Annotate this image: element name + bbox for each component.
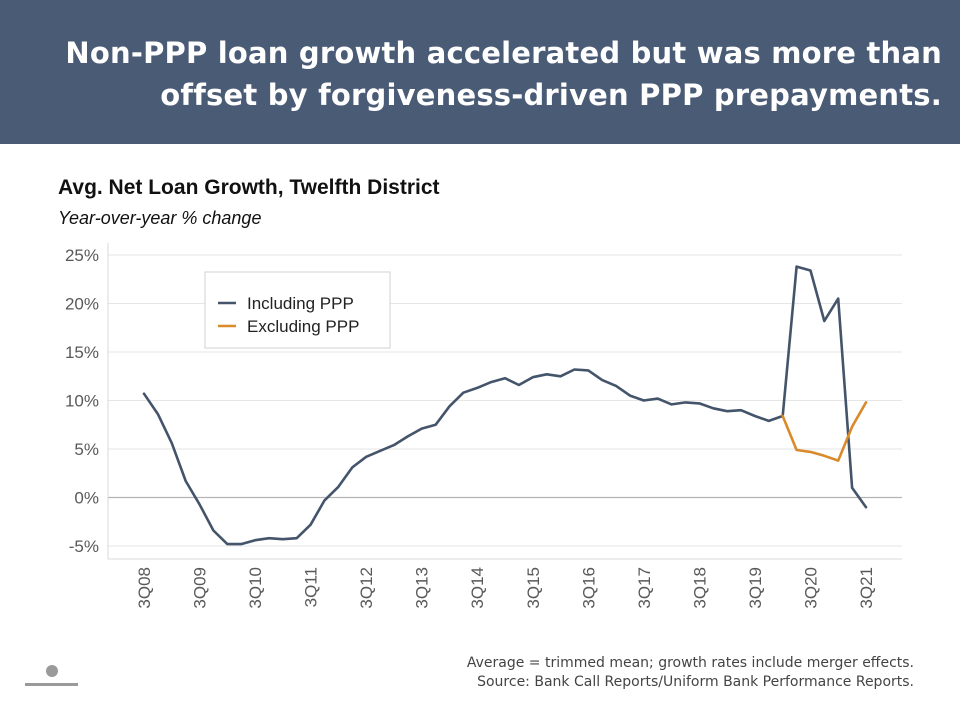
y-tick-label: 5% (74, 440, 99, 459)
y-tick-label: -5% (69, 537, 99, 556)
x-tick-label: 3Q10 (246, 567, 265, 609)
x-tick-label: 3Q21 (857, 567, 876, 609)
x-tick-label: 3Q11 (302, 567, 321, 607)
logo-bar-icon (25, 683, 78, 686)
series-line (142, 265, 868, 546)
y-tick-label: 25% (65, 246, 99, 265)
x-tick-label: 3Q16 (579, 567, 598, 609)
x-tick-label: 3Q15 (524, 567, 543, 609)
x-tick-label: 3Q08 (135, 567, 154, 609)
series-line (781, 401, 868, 462)
slide-title: Non-PPP loan growth accelerated but was … (65, 36, 942, 112)
legend-label: Excluding PPP (247, 317, 359, 336)
title-banner: Non-PPP loan growth accelerated but was … (0, 0, 960, 144)
y-tick-label: 10% (65, 392, 99, 411)
y-tick-label: 15% (65, 343, 99, 362)
legend: Including PPP Excluding PPP (204, 271, 391, 349)
logo-dot-icon (46, 665, 58, 677)
legend-box (204, 271, 391, 349)
x-tick-label: 3Q17 (635, 567, 654, 609)
x-tick-label: 3Q20 (801, 567, 820, 609)
chart-subtitle: Year-over-year % change (58, 208, 262, 228)
x-tick-label: 3Q19 (746, 567, 765, 609)
footnote-method: Average = trimmed mean; growth rates inc… (466, 655, 914, 671)
series-lines (142, 265, 868, 546)
footnote-source: Source: Bank Call Reports/Uniform Bank P… (477, 674, 914, 690)
footnote: Average = trimmed mean; growth rates inc… (467, 654, 914, 692)
y-tick-label: 20% (65, 295, 99, 314)
x-tick-label: 3Q13 (413, 567, 432, 609)
legend-label: Including PPP (247, 294, 354, 313)
x-tick-label: 3Q18 (690, 567, 709, 609)
axes: 25% 20% 15% 10% 5% 0% -5% 3Q08 3Q09 3Q10 3Q11 3Q12 3… (65, 243, 902, 609)
chart-title: Avg. Net Loan Growth, Twelfth District (58, 176, 440, 199)
y-tick-label: 0% (74, 489, 99, 508)
x-tick-label: 3Q12 (357, 567, 376, 609)
x-tick-label: 3Q14 (468, 567, 487, 609)
x-tick-label: 3Q09 (191, 567, 210, 609)
